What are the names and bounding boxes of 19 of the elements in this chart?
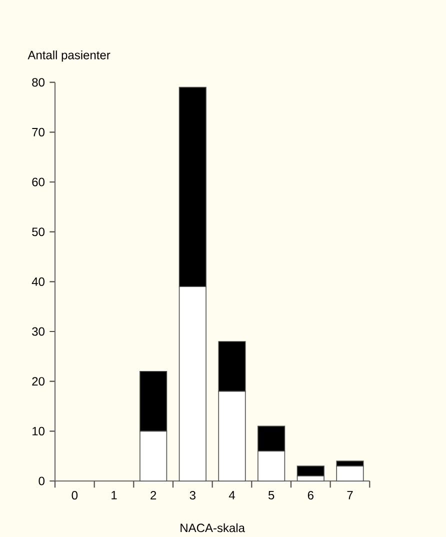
x-axis-title: NACA-skala	[180, 523, 245, 532]
x-tick-label: 4	[228, 491, 235, 500]
x-tick-label: 5	[268, 491, 274, 500]
y-tick-label: 60	[32, 178, 44, 186]
y-tick-label: 50	[32, 228, 44, 236]
y-axis-title: Antall pasienter	[28, 50, 110, 62]
x-tick-label: 7	[347, 491, 353, 500]
y-tick-label: 0	[38, 476, 44, 486]
y-tick-label: 80	[32, 78, 44, 87]
x-tick-label: 0	[72, 491, 78, 500]
y-tick-label: 30	[32, 327, 44, 336]
y-tick-label: 10	[32, 426, 44, 436]
x-tick-label: 1	[112, 491, 117, 500]
y-tick-label: 70	[32, 128, 44, 136]
y-tick-label: 40	[32, 277, 44, 286]
x-tick-label: 2	[150, 491, 156, 500]
y-tick-label: 20	[32, 377, 44, 386]
x-tick-label: 3	[190, 491, 196, 500]
x-tick-label: 6	[308, 491, 314, 500]
